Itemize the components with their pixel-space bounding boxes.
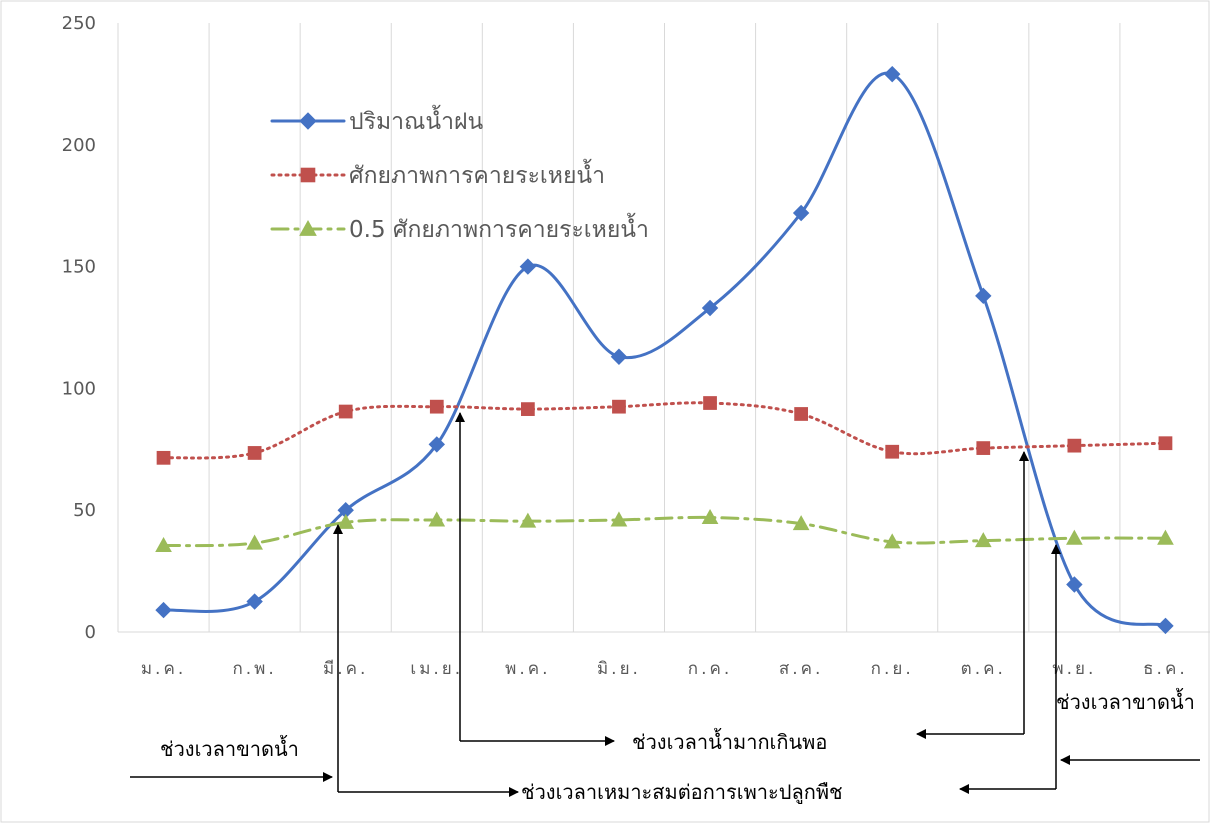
legend-label-1: ปริมาณน้ำฝน [349, 105, 483, 135]
legend-marker-2 [300, 167, 316, 183]
x-tick-label: ส.ค. [779, 659, 824, 679]
series-2-point [156, 450, 171, 465]
series-line-2 [162, 401, 1167, 460]
legend-marker-1 [299, 112, 317, 130]
series-1-point [519, 258, 537, 275]
series-2-point [521, 402, 535, 416]
series-2-point [1158, 436, 1173, 451]
y-tick-label: 0 [85, 622, 96, 643]
series-3-point [883, 533, 901, 549]
series-2-point [612, 399, 626, 414]
series-1-point [884, 65, 901, 83]
series-1-point [428, 436, 445, 453]
series-group [155, 65, 1174, 635]
series-1-point [701, 299, 719, 317]
y-tick-label: 100 [62, 378, 96, 399]
annotation-dry-left: ช่วงเวลาขาดน้ำ [160, 735, 299, 761]
y-axis-tick-labels: 0 50 100 150 200 250 [62, 13, 96, 643]
series-1-point [1066, 576, 1083, 593]
series-3-point [428, 511, 446, 527]
x-tick-label: ธ.ค. [1143, 659, 1188, 679]
series-3-point [792, 515, 810, 531]
series-3-point [974, 532, 992, 548]
legend-marker-3 [299, 219, 317, 236]
x-tick-label: เม.ย. [410, 659, 463, 679]
series-2-point [885, 444, 900, 459]
y-tick-label: 150 [62, 257, 96, 278]
series-2-point [247, 446, 262, 460]
annotation-dry-right: ช่วงเวลาขาดน้ำ [1056, 688, 1195, 714]
x-tick-label: ม.ค. [141, 659, 186, 679]
series-1-point [246, 593, 263, 610]
series-2-point [429, 399, 444, 414]
series-3-point [610, 511, 628, 527]
series-1-point [610, 348, 628, 365]
vertical-gridlines [117, 23, 1121, 632]
y-tick-label: 250 [62, 13, 96, 34]
x-tick-label: ก.พ. [232, 659, 276, 679]
x-tick-label: ก.ย. [871, 659, 914, 679]
annotation-arrows [130, 412, 1200, 797]
series-2-point [794, 407, 808, 421]
y-tick-label: 50 [73, 500, 96, 521]
series-3-point [155, 536, 172, 553]
series-1-point [975, 287, 992, 305]
series-1-point [1157, 617, 1174, 635]
series-3-point [246, 534, 263, 550]
legend-label-2: ศักยภาพการคายระเหยน้ำ [349, 159, 605, 189]
x-axis-tick-labels: ม.ค. ก.พ. มี.ค. เม.ย. พ.ค. มิ.ย. ก.ค. ส.ค. ก.ย. ต… [141, 659, 1188, 679]
series-2-point [976, 441, 991, 455]
x-tick-label: ก.ค. [688, 659, 732, 679]
annotation-excess: ช่วงเวลาน้ำมากเกินพอ [632, 728, 827, 754]
series-3-point [1157, 529, 1174, 545]
legend-label-3: 0.5 ศักยภาพการคายระเหยน้ำ [349, 213, 649, 243]
series-2-point [338, 404, 353, 419]
series-1-point [792, 204, 810, 222]
x-tick-label: พ.ย. [1052, 659, 1096, 679]
x-tick-label: มี.ค. [323, 659, 368, 679]
series-3-point [519, 512, 537, 528]
annotation-suitable: ช่วงเวลาเหมาะสมต่อการเพาะปลูกพืช [521, 780, 843, 805]
x-tick-label: มิ.ย. [597, 659, 641, 679]
x-tick-label: ต.ค. [961, 659, 1006, 679]
series-1-point [155, 601, 172, 619]
series-2-point [1067, 438, 1082, 453]
series-3-point [701, 508, 719, 525]
x-tick-label: พ.ค. [505, 659, 550, 679]
series-2-point [703, 396, 717, 410]
series-line-3 [162, 515, 1167, 548]
y-tick-label: 200 [62, 135, 96, 156]
series-3-point [1066, 529, 1083, 545]
